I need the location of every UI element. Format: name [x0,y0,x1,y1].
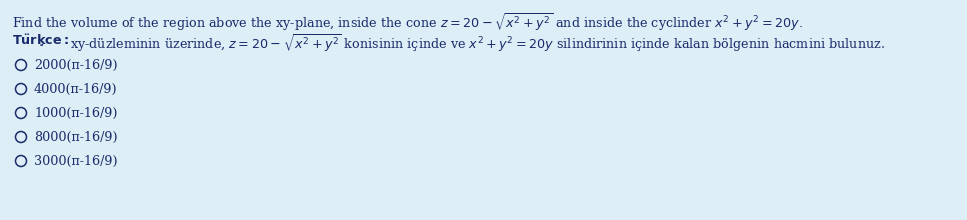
Text: 3000(π-16/9): 3000(π-16/9) [34,154,118,167]
Text: $\mathbf{T\ddot{u}rk\c{c}e:}$: $\mathbf{T\ddot{u}rk\c{c}e:}$ [12,33,69,49]
Text: xy-düzleminin üzerinde, $z = 20 - \sqrt{x^2 + y^2}$ konisinin içinde ve $x^2 + y: xy-düzleminin üzerinde, $z = 20 - \sqrt{… [70,33,885,55]
Text: 2000(π-16/9): 2000(π-16/9) [34,59,118,72]
Text: 8000(π-16/9): 8000(π-16/9) [34,130,118,143]
Text: 4000(π-16/9): 4000(π-16/9) [34,82,118,95]
Text: 1000(π-16/9): 1000(π-16/9) [34,106,118,119]
Text: Find the volume of the region above the xy-plane, inside the cone $z = 20 - \sqr: Find the volume of the region above the … [12,12,803,34]
